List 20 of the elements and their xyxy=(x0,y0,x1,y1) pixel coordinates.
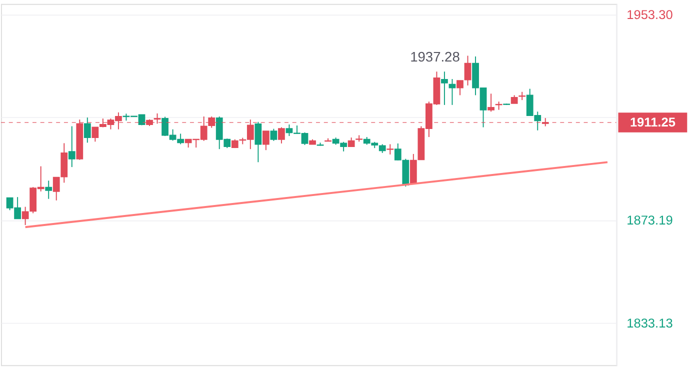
candlestick xyxy=(262,130,270,151)
candlestick xyxy=(154,112,161,124)
candlestick xyxy=(386,144,394,155)
candlestick xyxy=(410,153,417,184)
candlestick xyxy=(45,180,52,200)
ref-line-label: 1911.25 xyxy=(630,114,676,130)
candlestick xyxy=(208,116,216,128)
candlestick xyxy=(254,121,262,163)
y-tick-label: 1953.30 xyxy=(626,7,673,22)
y-tick-label: 1833.13 xyxy=(626,315,673,330)
candlestick xyxy=(441,71,448,106)
annotation: 1937.28 xyxy=(410,50,460,65)
candlestick xyxy=(92,126,99,142)
candlestick xyxy=(448,78,456,106)
candlestick xyxy=(278,126,285,144)
candlestick xyxy=(84,117,91,144)
candlestick xyxy=(68,126,76,168)
candlestick xyxy=(488,93,494,112)
candlestick xyxy=(270,128,278,142)
y-tick-label: 1873.19 xyxy=(626,212,673,228)
